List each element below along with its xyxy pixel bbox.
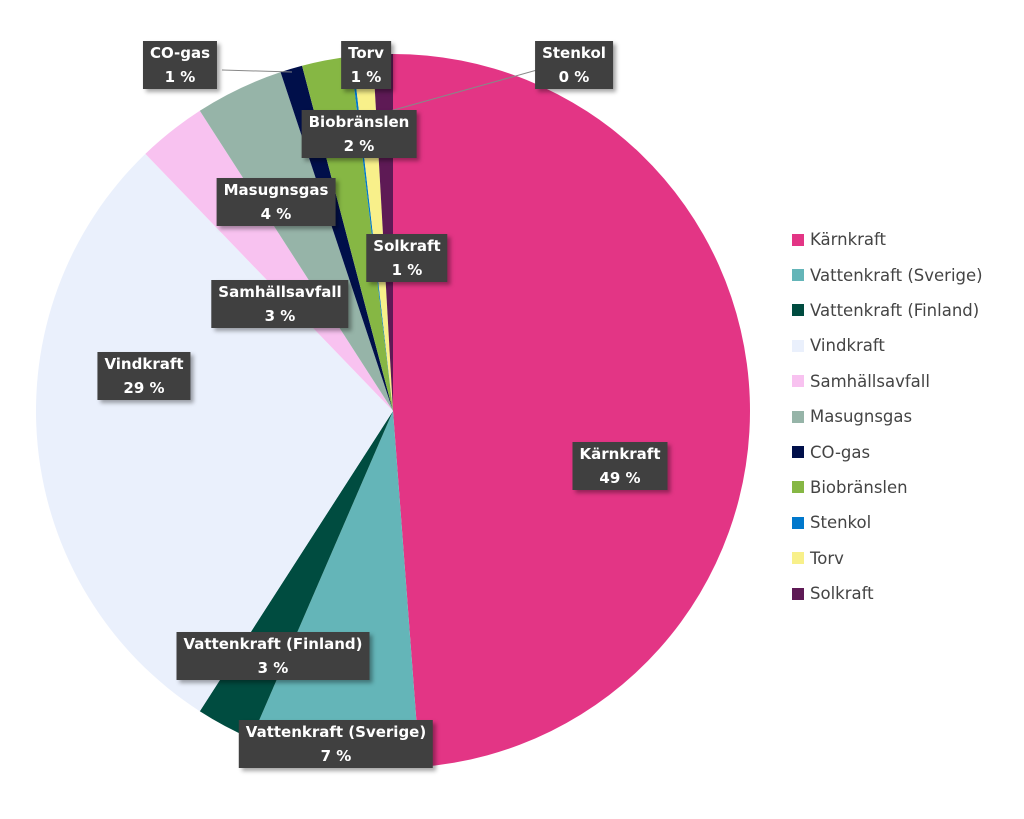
- data-label-value: 3 %: [264, 307, 296, 325]
- data-label-value: 1 %: [391, 261, 423, 279]
- pie-slice-0: [393, 53, 751, 767]
- legend-swatch: [792, 339, 804, 352]
- legend-swatch: [792, 269, 804, 282]
- data-label-name: Biobränslen: [308, 113, 410, 131]
- legend-swatch: [792, 375, 804, 388]
- data-label-name: Samhällsavfall: [218, 283, 342, 301]
- data-label: Stenkol 0 %: [535, 41, 613, 89]
- data-label-name: Masugnsgas: [223, 181, 329, 199]
- legend-swatch: [792, 552, 804, 565]
- pie-slice-3: [35, 153, 394, 712]
- data-label-value: 3 %: [257, 659, 289, 677]
- data-label-value: 49 %: [599, 469, 641, 487]
- data-label-name: Vattenkraft (Finland): [183, 635, 363, 653]
- data-label-name: CO-gas: [149, 44, 211, 62]
- data-label-value: 0 %: [558, 68, 590, 86]
- legend-label: Samhällsavfall: [810, 371, 930, 391]
- data-label: Vattenkraft (Finland) 3 %: [176, 632, 370, 680]
- data-label-name: Solkraft: [373, 237, 441, 255]
- legend-swatch: [792, 587, 804, 600]
- data-label: Vindkraft 29 %: [97, 352, 191, 400]
- legend-swatch: [792, 481, 804, 494]
- legend-label: Stenkol: [810, 513, 872, 533]
- legend: Kärnkraft Vattenkraft (Sverige) Vattenkraf…: [792, 222, 983, 611]
- legend-item: Vattenkraft (Finland): [792, 293, 983, 328]
- legend-swatch: [792, 304, 804, 317]
- data-label: Biobränslen 2 %: [301, 110, 417, 158]
- data-label-name: Torv: [348, 44, 384, 62]
- data-label: Samhällsavfall 3 %: [211, 280, 349, 328]
- legend-item: Solkraft: [792, 576, 983, 611]
- legend-item: Vattenkraft (Sverige): [792, 257, 983, 292]
- data-label: Torv 1 %: [341, 41, 391, 89]
- legend-label: Masugnsgas: [810, 407, 913, 427]
- legend-label: Vattenkraft (Finland): [810, 300, 980, 320]
- legend-label: Biobränslen: [810, 477, 908, 497]
- data-label-name: Kärnkraft: [579, 445, 661, 463]
- legend-swatch: [792, 233, 804, 246]
- data-label: Kärnkraft 49 %: [572, 442, 668, 490]
- legend-label: Vindkraft: [810, 336, 885, 356]
- legend-item: CO-gas: [792, 434, 983, 469]
- legend-item: Vindkraft: [792, 328, 983, 363]
- legend-swatch: [792, 410, 804, 423]
- data-label-name: Vattenkraft (Sverige): [245, 723, 427, 741]
- legend-item: Samhällsavfall: [792, 364, 983, 399]
- data-label-name: Stenkol: [542, 44, 606, 62]
- data-label: Solkraft 1 %: [366, 234, 448, 282]
- legend-item: Masugnsgas: [792, 399, 983, 434]
- data-label: Vattenkraft (Sverige) 7 %: [238, 720, 434, 768]
- legend-label: Torv: [810, 548, 844, 568]
- legend-swatch: [792, 446, 804, 459]
- legend-item: Stenkol: [792, 505, 983, 540]
- data-label: CO-gas 1 %: [142, 41, 218, 89]
- legend-label: Vattenkraft (Sverige): [810, 265, 983, 285]
- legend-swatch: [792, 516, 804, 529]
- data-label-value: 2 %: [343, 137, 375, 155]
- legend-item: Kärnkraft: [792, 222, 983, 257]
- leader-line: [382, 69, 538, 114]
- data-label-value: 1 %: [350, 68, 382, 86]
- legend-label: Kärnkraft: [810, 230, 887, 250]
- legend-label: CO-gas: [810, 442, 871, 462]
- pie-slice-4: [145, 110, 393, 412]
- legend-item: Torv: [792, 541, 983, 576]
- legend-item: Biobränslen: [792, 470, 983, 505]
- data-label-value: 29 %: [123, 379, 165, 397]
- data-label-value: 1 %: [164, 68, 196, 86]
- data-label-value: 4 %: [260, 205, 292, 223]
- legend-label: Solkraft: [810, 584, 874, 604]
- data-label-value: 7 %: [320, 747, 352, 765]
- data-label-name: Vindkraft: [104, 355, 184, 373]
- data-label: Masugnsgas 4 %: [216, 178, 336, 226]
- leader-line: [221, 69, 293, 73]
